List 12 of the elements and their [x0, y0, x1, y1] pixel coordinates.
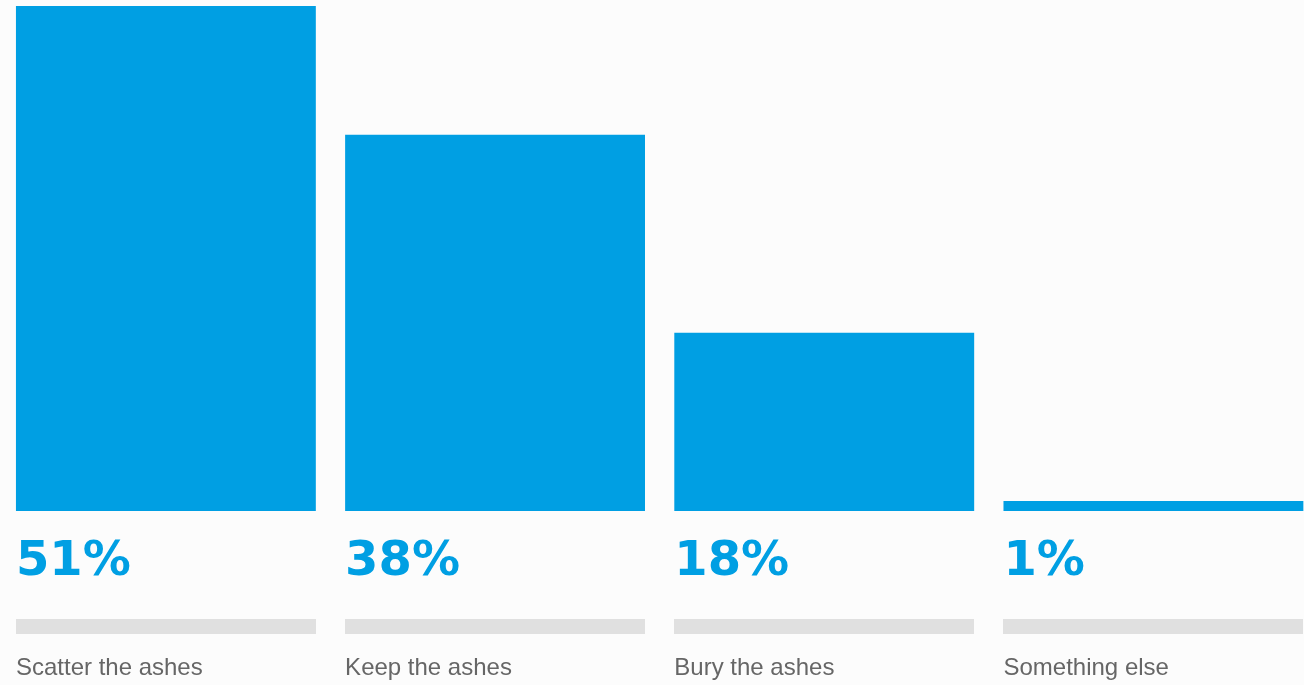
- data-label: 38%: [345, 530, 461, 586]
- bar: [15, 6, 316, 511]
- x-tick-label: Bury the ashes: [674, 652, 835, 680]
- data-label: 18%: [674, 530, 790, 586]
- data-label: 51%: [15, 530, 131, 586]
- bar: [345, 134, 645, 511]
- data-label: 1%: [1003, 530, 1085, 586]
- bar: [674, 332, 975, 511]
- x-tick-label: Keep the ashes: [345, 652, 512, 680]
- bar: [1003, 501, 1304, 511]
- x-tick-label: Scatter the ashes: [15, 652, 203, 680]
- x-tick-label: Something else: [1003, 652, 1169, 680]
